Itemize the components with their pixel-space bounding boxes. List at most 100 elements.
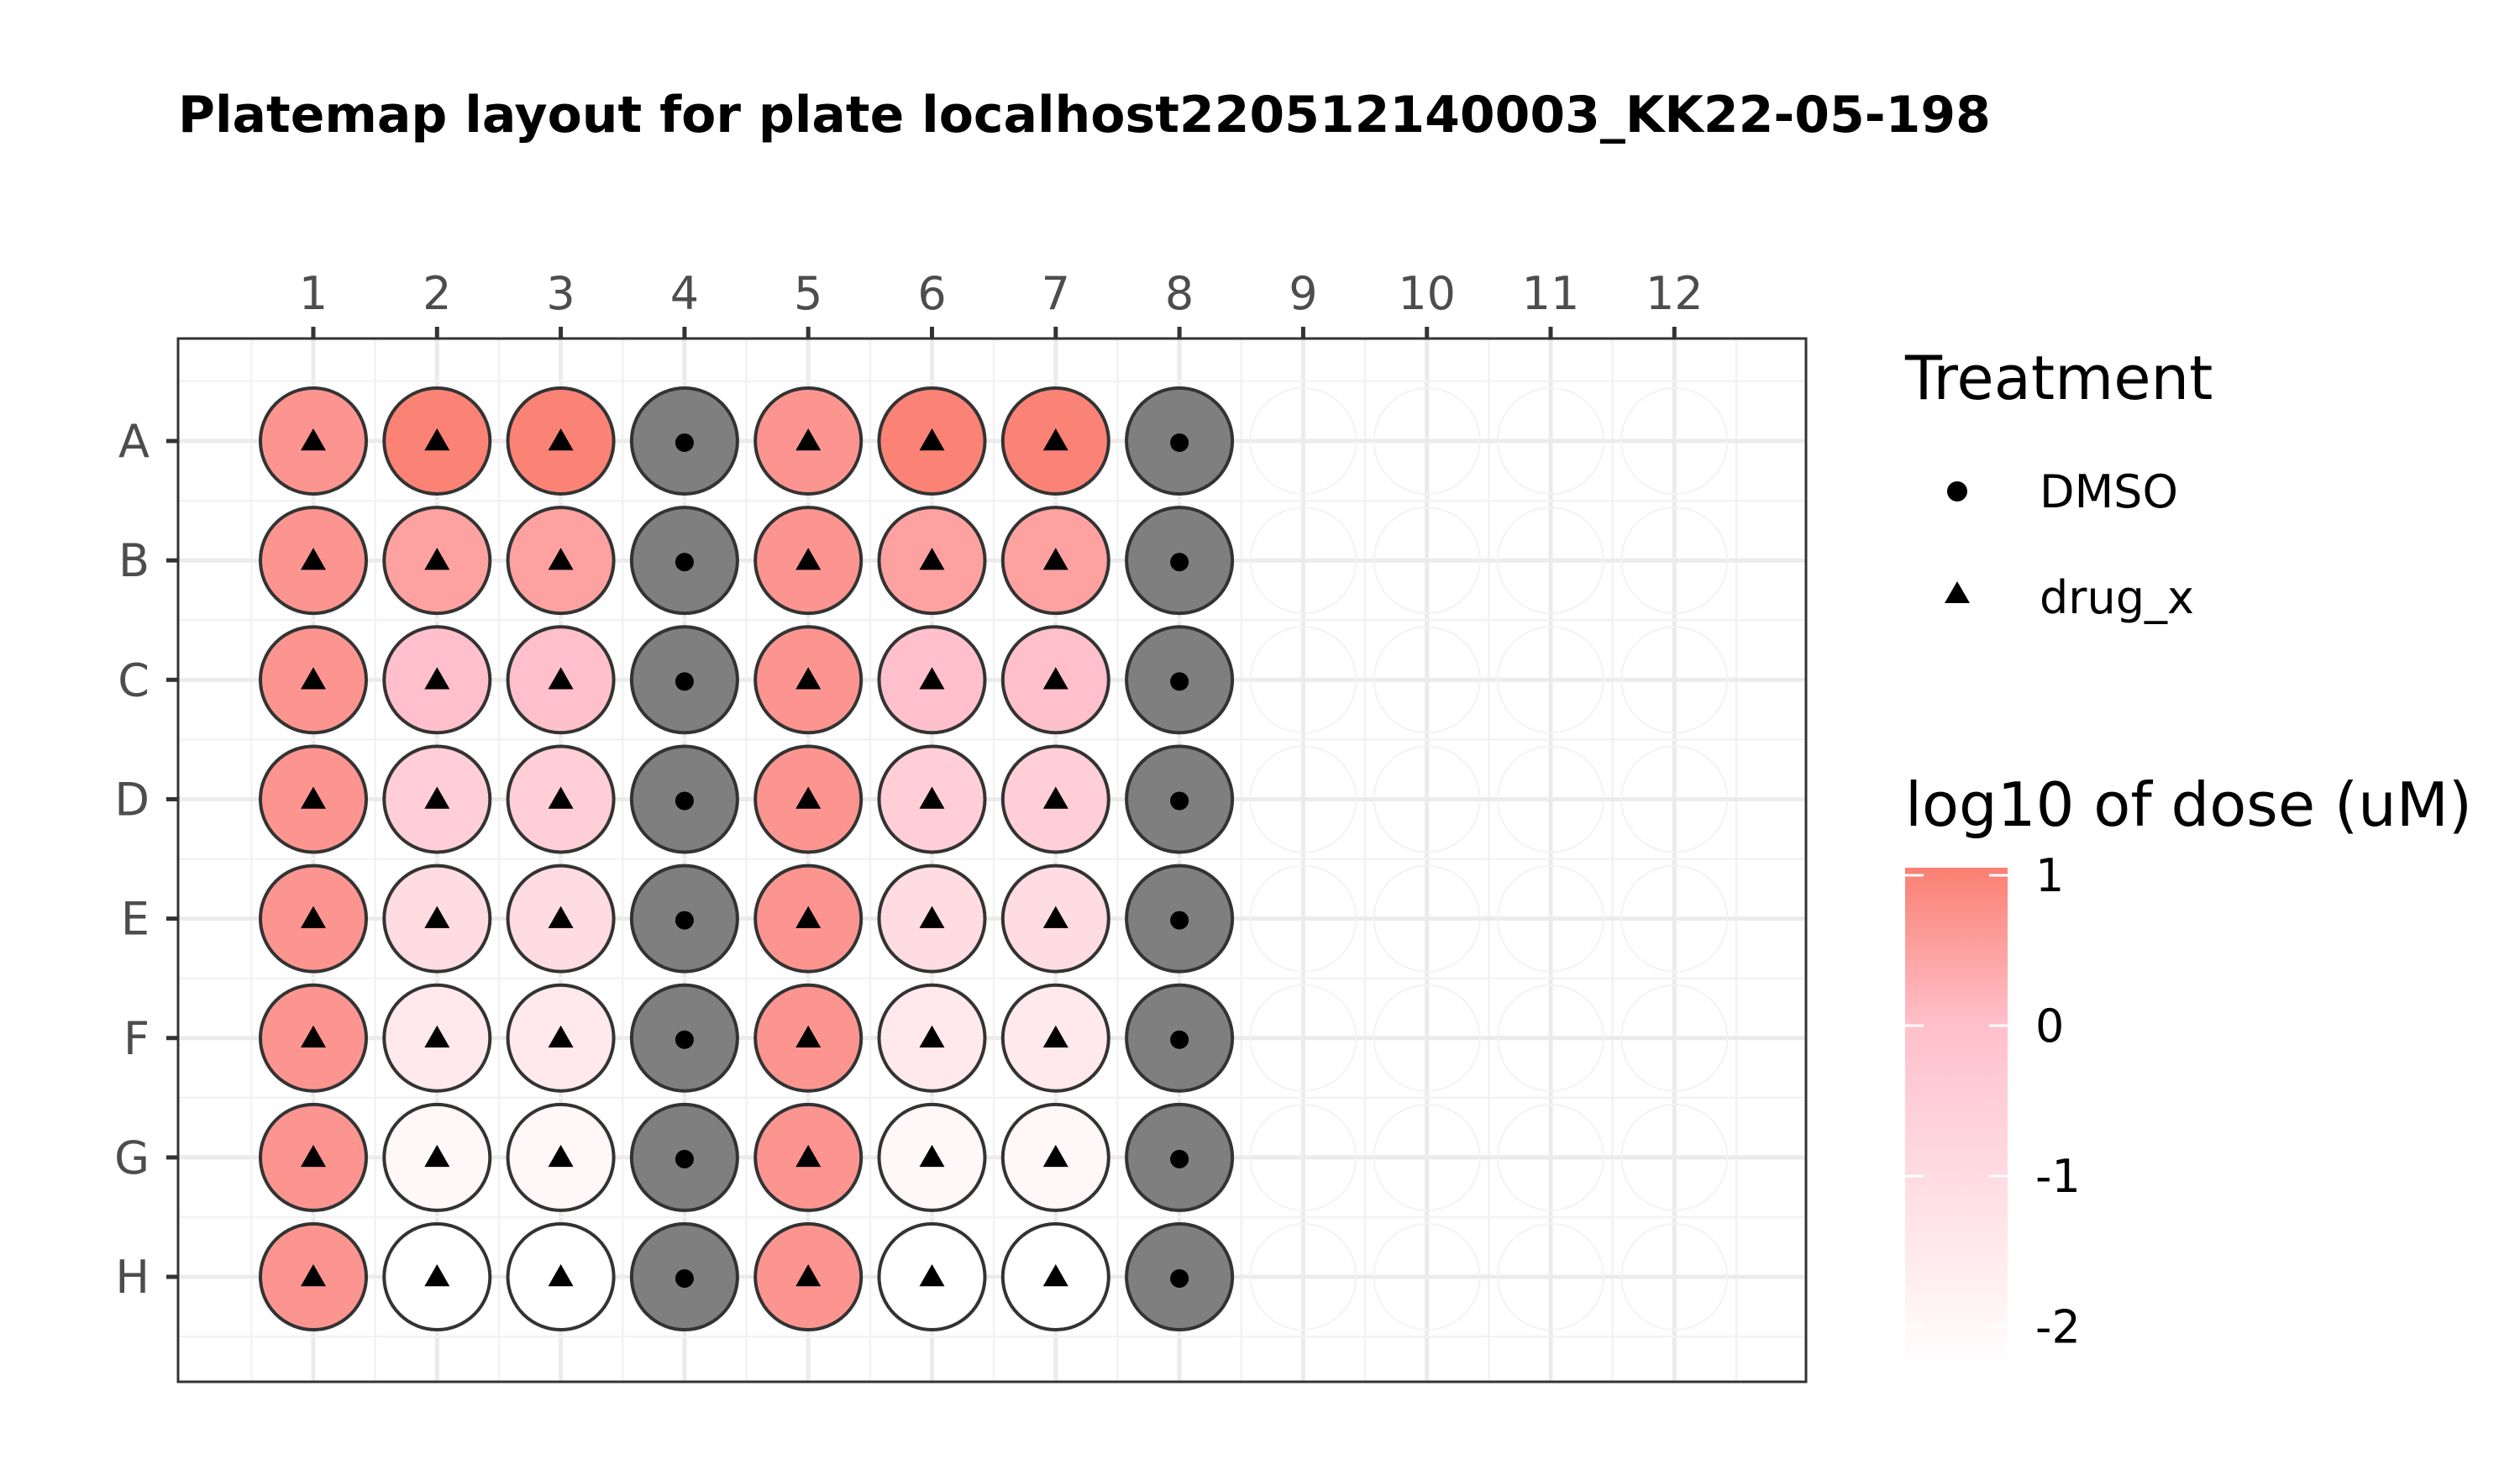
colorbar-tick-label: 1 [2035,849,2064,902]
dose-colorbar [1905,868,2008,1372]
empty-well [1497,745,1604,853]
x-tick-label: 5 [794,267,822,320]
drug-x-marker-icon [548,1264,574,1287]
empty-well [1249,984,1357,1092]
dmso-marker-icon [675,791,694,811]
dmso-marker-icon [675,553,694,572]
chart-title: Platemap layout for plate localhost22051… [178,86,1991,144]
empty-well [1373,1223,1481,1331]
dmso-legend-key-icon [1947,481,1967,501]
treatment-legend-title: Treatment [1904,343,2213,413]
dose-legend-title: log10 of dose (uM) [1905,769,2472,840]
empty-well [1373,745,1481,853]
drug-x-marker-icon [424,667,450,690]
drug-x-marker-icon [301,1264,326,1287]
drug-x-marker-icon [919,906,945,928]
y-tick-label: A [118,415,150,468]
drug-x-marker-icon [424,1264,450,1287]
empty-well [1373,507,1481,615]
drug-x-marker-icon [919,428,945,451]
drug-x-marker-icon [795,786,822,809]
drug-x-marker-icon [301,1025,326,1047]
drug-x-marker-icon [1042,667,1068,690]
panel-border-rect [176,337,1808,1383]
y-tick-label: B [118,534,150,587]
drug-x-marker-icon [301,906,326,928]
empty-well [1497,1223,1604,1331]
empty-well [1249,507,1357,615]
drug-x-marker-icon [795,1025,822,1047]
dmso-marker-icon [1170,1149,1189,1168]
x-tick-label: 9 [1289,267,1317,320]
drug-x-marker-icon [548,667,574,690]
x-tick-label: 11 [1522,267,1580,320]
y-tick-label: C [118,654,150,706]
drug-x-marker-icon [1042,1025,1068,1047]
empty-well [1620,1223,1729,1331]
y-tick-label: E [121,893,150,946]
drug-x-marker-icon [919,786,945,809]
dmso-marker-icon [1170,1030,1189,1049]
drug-x-marker-icon [301,428,326,451]
drug-x-marker-icon [548,1144,574,1168]
empty-well [1497,1103,1604,1211]
drug-x-marker-icon [548,428,574,451]
drug-x-marker-icon [548,786,574,809]
empty-well [1249,1223,1357,1331]
drug-x-marker-icon [424,428,450,451]
drug-x-marker-icon [1042,548,1068,570]
dmso-marker-icon [675,672,694,691]
dmso-marker-icon [1170,553,1189,572]
drug-x-marker-icon [1042,786,1068,809]
drug-x-marker-icon [795,1144,822,1168]
drug-x-marker-icon [424,906,450,928]
drug-x-marker-icon [301,548,326,570]
drug-x-marker-icon [424,1144,450,1168]
drug-x-marker-icon [1042,906,1068,928]
drug-x-marker-icon [795,667,822,690]
x-tick-label: 12 [1646,267,1704,320]
dmso-marker-icon [675,433,694,452]
empty-well [1373,1103,1481,1211]
drug-x-marker-icon [548,548,574,570]
empty-well [1249,864,1357,973]
treatment-legend: Treatment DMSO drug_x [1904,343,2213,624]
dmso-marker-icon [1170,911,1189,930]
well-layer [259,386,1729,1332]
drug-x-marker-icon [424,548,450,570]
x-tick-label: 6 [917,267,946,320]
empty-well [1373,387,1481,495]
drug-x-marker-icon [795,1264,822,1287]
dmso-marker-icon [675,1030,694,1049]
empty-well [1620,864,1729,973]
dmso-marker-icon [1170,1269,1189,1289]
x-tick-label: 7 [1042,267,1070,320]
dose-colorbar-legend: log10 of dose (uM) 1 0 -1 -2 [1905,769,2472,1372]
empty-well [1620,984,1729,1092]
empty-well [1249,626,1357,734]
plot-panel-border [176,337,1808,1383]
dmso-marker-icon [1170,672,1189,691]
drug-x-marker-icon [795,548,822,570]
empty-well [1249,1103,1357,1211]
drug-x-marker-icon [301,667,326,690]
dmso-marker-icon [675,1269,694,1289]
drug-x-marker-icon [548,906,574,928]
drug-x-marker-icon [919,667,945,690]
drug-x-marker-icon [548,1025,574,1047]
colorbar-tick-label: -1 [2035,1150,2081,1203]
y-tick-label: D [114,773,150,826]
drug-x-legend-key-icon [1945,581,1970,603]
dmso-marker-icon [675,911,694,930]
dmso-marker-icon [1170,791,1189,811]
empty-well [1497,984,1604,1092]
x-tick-label: 10 [1398,267,1456,320]
empty-well [1620,626,1729,734]
drug-x-marker-icon [919,1264,945,1287]
drug-x-marker-icon [301,786,326,809]
empty-well [1497,864,1604,973]
empty-well [1620,1103,1729,1211]
x-tick-label: 3 [546,267,575,320]
empty-well [1373,626,1481,734]
